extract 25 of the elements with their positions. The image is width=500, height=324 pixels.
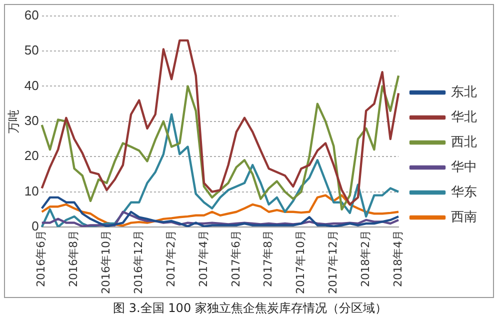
y-tick-label: 50 [24,42,39,58]
y-axis-title: 万吨 [6,109,20,134]
x-tick-label: 2018年2月 [358,230,372,288]
caption: 图 3.全国 100 家独立焦企焦炭库存情况（分区域） [112,300,388,317]
x-tick-label: 2017年8月 [262,230,275,288]
x-tick-label: 2017年12月 [326,230,340,294]
x-tick-label: 2018年4月 [391,230,404,288]
x-tick-label: 2017年10月 [294,230,308,294]
x-tick-label: 2016年8月 [67,230,80,288]
legend-label: 西北 [451,134,477,150]
legend-label: 华北 [451,110,477,125]
legend-label: 东北 [451,84,477,100]
y-tick-label: 60 [24,7,39,22]
x-tick-label: 2016年12月 [132,230,145,294]
y-tick-label: 40 [24,78,39,93]
x-tick-label: 2017年4月 [196,230,210,288]
x-tick-label: 2016年10月 [100,230,113,294]
y-tick-label: 30 [24,112,39,128]
legend-label: 西南 [451,210,477,225]
legend-label: 华中 [451,160,477,175]
x-tick-label: 2017年2月 [164,230,178,288]
legend-label: 华东 [451,184,477,200]
x-tick-label: 2017年6月 [229,230,242,288]
y-tick-label: 20 [24,148,39,164]
y-tick-label: 10 [24,183,39,198]
